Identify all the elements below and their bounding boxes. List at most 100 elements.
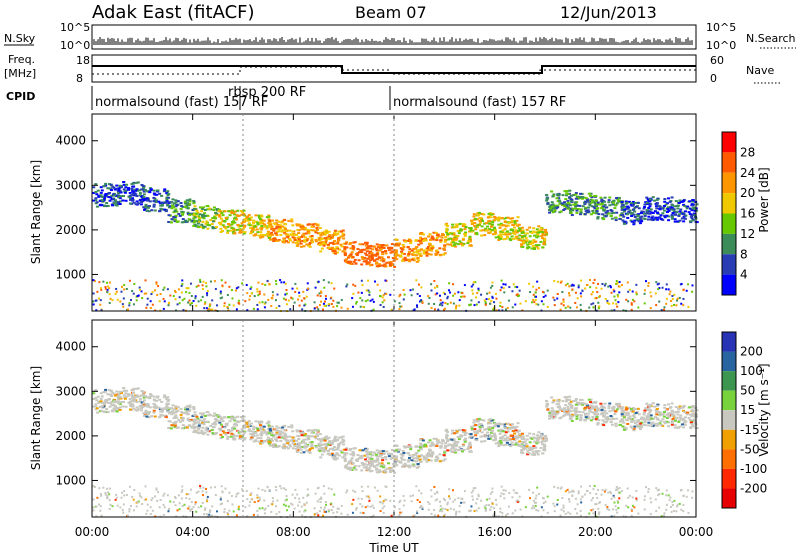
power-echo bbox=[417, 243, 421, 246]
power-echo bbox=[183, 297, 186, 300]
power-echo bbox=[97, 195, 101, 198]
velocity-echo bbox=[346, 462, 350, 465]
velocity-echo bbox=[594, 400, 598, 403]
power-echo bbox=[425, 254, 429, 257]
velocity-echo bbox=[128, 397, 132, 400]
velocity-echo bbox=[362, 466, 366, 469]
velocity-echo bbox=[228, 420, 232, 423]
velocity-echo bbox=[336, 453, 340, 456]
power-echo bbox=[502, 238, 506, 241]
velocity-echo bbox=[468, 443, 472, 446]
power-echo bbox=[389, 261, 393, 264]
power-echo bbox=[205, 285, 208, 288]
power-echo bbox=[433, 279, 436, 282]
velocity-echo bbox=[275, 445, 279, 448]
velocity-echo bbox=[233, 422, 237, 425]
power-echo bbox=[556, 205, 560, 208]
power-echo bbox=[375, 252, 379, 255]
power-echo bbox=[212, 209, 216, 212]
velocity-echo bbox=[417, 465, 421, 468]
power-echo bbox=[401, 243, 405, 246]
power-echo bbox=[667, 209, 671, 212]
power-echo bbox=[439, 299, 442, 302]
power-echo bbox=[270, 238, 274, 241]
power-echo bbox=[378, 295, 381, 298]
nave-tick-top: 60 bbox=[710, 54, 724, 67]
velocity-echo bbox=[383, 469, 387, 472]
power-echo bbox=[688, 213, 692, 216]
velocity-echo bbox=[167, 427, 171, 430]
velocity-echo bbox=[514, 443, 518, 446]
velocity-echo bbox=[456, 441, 460, 444]
power-echo bbox=[295, 239, 299, 242]
velocity-echo bbox=[192, 405, 196, 408]
power-echo bbox=[243, 219, 247, 222]
power-echo bbox=[195, 209, 199, 212]
power-echo bbox=[135, 181, 139, 184]
power-echo bbox=[595, 208, 599, 211]
power-echo bbox=[254, 220, 258, 223]
power-echo bbox=[242, 232, 246, 235]
velocity-echo bbox=[315, 433, 319, 436]
power-echo bbox=[193, 216, 197, 219]
velocity-echo bbox=[533, 437, 537, 440]
power-echo bbox=[303, 226, 307, 229]
power-echo bbox=[665, 302, 668, 305]
power-echo bbox=[486, 225, 490, 228]
velocity-echo bbox=[323, 443, 327, 446]
power-echo bbox=[133, 189, 137, 192]
power-echo bbox=[201, 284, 204, 287]
velocity-echo bbox=[324, 449, 328, 452]
power-echo bbox=[238, 231, 242, 234]
velocity-echo bbox=[100, 401, 104, 404]
power-echo bbox=[202, 280, 205, 283]
power-echo bbox=[434, 308, 437, 311]
velocity-echo bbox=[97, 401, 101, 404]
power-echo bbox=[310, 235, 314, 238]
power-echo bbox=[617, 200, 621, 203]
velocity-echo bbox=[333, 448, 337, 451]
power-echo bbox=[643, 214, 647, 217]
power-echo bbox=[691, 204, 695, 207]
power-echo bbox=[238, 230, 242, 233]
power-echo bbox=[277, 228, 281, 231]
power-echo bbox=[137, 294, 140, 297]
power-echo bbox=[477, 287, 480, 290]
power-echo bbox=[566, 192, 570, 195]
power-echo bbox=[466, 242, 470, 245]
power-echo bbox=[169, 294, 172, 297]
velocity-echo bbox=[117, 394, 121, 397]
ytick-label: 4000 bbox=[55, 134, 86, 148]
power-echo bbox=[566, 199, 570, 202]
power-echo bbox=[437, 235, 441, 238]
power-echo bbox=[230, 289, 233, 292]
power-echo bbox=[360, 248, 364, 251]
velocity-echo bbox=[439, 446, 443, 449]
power-echo bbox=[274, 299, 277, 302]
power-echo bbox=[291, 236, 295, 239]
velocity-echo bbox=[435, 445, 439, 448]
power-echo bbox=[675, 304, 678, 307]
velocity-echo bbox=[180, 411, 184, 414]
velocity-echo bbox=[175, 416, 179, 419]
power-echo bbox=[463, 223, 467, 226]
power-echo bbox=[449, 301, 452, 304]
velocity-echo bbox=[570, 404, 574, 407]
power-echo bbox=[192, 202, 196, 205]
power-echo bbox=[627, 290, 630, 293]
power-echo bbox=[474, 228, 478, 231]
velocity-echo bbox=[138, 398, 142, 401]
velocity-echo bbox=[269, 430, 273, 433]
power-echo bbox=[341, 229, 345, 232]
power-echo bbox=[569, 194, 573, 197]
power-echo bbox=[174, 208, 178, 211]
velocity-echo bbox=[452, 450, 456, 453]
velocity-echo bbox=[173, 422, 177, 425]
power-echo bbox=[211, 217, 215, 220]
velocity-echo bbox=[257, 420, 261, 423]
power-echo bbox=[270, 219, 274, 222]
power-echo bbox=[263, 302, 266, 305]
power-echo bbox=[206, 294, 209, 297]
velocity-echo bbox=[427, 441, 431, 444]
power-echo bbox=[590, 293, 593, 296]
